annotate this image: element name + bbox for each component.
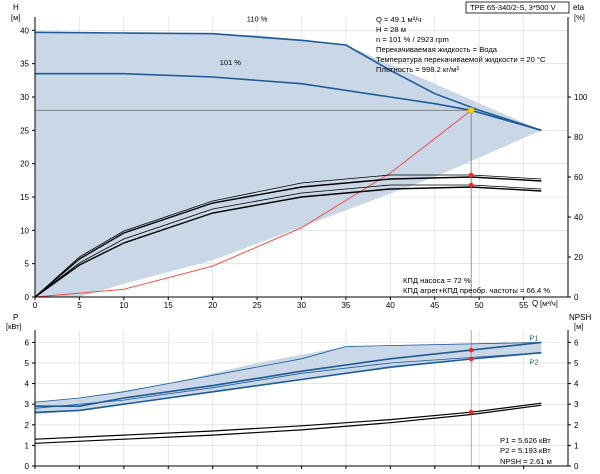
speed-curve <box>35 72 542 132</box>
y2-axis-unit-bottom: [м] <box>574 322 583 331</box>
edge-curve <box>34 352 542 409</box>
y-tick-label: 6 <box>25 338 30 347</box>
speed-curve <box>34 31 542 132</box>
x-tick-label: 45 <box>430 301 439 310</box>
annotation-liquid: Перекачиваемая жидкость = Вода <box>376 45 498 54</box>
y2-tick-label: 0 <box>574 462 579 471</box>
title-box <box>465 1 570 14</box>
annotation-h: H = 28 м <box>376 25 406 34</box>
operating-region-bottom <box>35 342 542 415</box>
y-axis-unit-top: [м] <box>11 13 20 22</box>
efficiency-curve <box>34 186 542 298</box>
y2-axis-label-top: eta <box>573 3 585 12</box>
y2-tick-label: 20 <box>574 253 583 262</box>
x-tick-label: 55 <box>519 301 528 310</box>
x-tick-label: 20 <box>208 301 217 310</box>
y2-tick-label: 1 <box>574 441 579 450</box>
y2-tick-label: 2 <box>574 421 579 430</box>
y-tick-label: 30 <box>20 93 29 102</box>
operating-region-top <box>35 32 542 298</box>
power-curve-label: P2 <box>529 358 538 367</box>
y-tick-label: 25 <box>20 126 29 135</box>
y-tick-label: 1 <box>25 441 30 450</box>
x-tick-label: 5 <box>77 301 82 310</box>
y2-tick-label: 100 <box>574 93 588 102</box>
y-tick-label: 0 <box>25 293 30 302</box>
y2-axis-label-bottom: NPSH <box>569 313 591 322</box>
power-marker <box>468 356 474 362</box>
bottom-axes: 0 1 2 3 4 5 6 0 1 2 3 4 5 6 <box>25 330 579 471</box>
efficiency-marker <box>468 182 474 188</box>
x-tick-label: 15 <box>164 301 173 310</box>
power-curve <box>35 341 542 407</box>
power-curve-label: P1 <box>529 333 538 342</box>
y-axis-label-top: H <box>13 3 19 12</box>
efficiency-curve <box>34 174 542 298</box>
power-curve <box>34 351 542 414</box>
y-tick-label: 3 <box>25 400 30 409</box>
annotation-npsh: NPSH = 2.61 м <box>500 457 552 466</box>
y-tick-label: 15 <box>20 193 29 202</box>
x-tick-label: 10 <box>119 301 128 310</box>
x-tick-label: 35 <box>341 301 350 310</box>
annotation-eta-total: КПД агрег+КПД преобр. частоты = 66.4 % <box>403 286 550 295</box>
edge-curve <box>34 342 542 403</box>
annotation-p1: P1 = 5.626 кВт <box>500 436 551 445</box>
x-tick-label: 30 <box>297 301 306 310</box>
y2-tick-label: 60 <box>574 173 583 182</box>
annotation-q: Q = 49.1 м³/ч <box>376 15 421 24</box>
system-curve <box>34 109 472 298</box>
y-axis-label-bottom: P <box>13 313 18 322</box>
y2-tick-label: 3 <box>574 400 579 409</box>
annotation-p2: P2 = 5.193 кВт <box>500 446 551 455</box>
efficiency-marker <box>468 172 474 178</box>
npsh-curve <box>34 404 542 444</box>
y-tick-label: 40 <box>20 26 29 35</box>
duty-point-markers <box>467 107 475 415</box>
y-axis-unit-bottom: [кВт] <box>6 322 22 331</box>
speed-curve-label: 110 % <box>247 15 268 24</box>
annotation-temp: Температура перекачиваемой жидкости = 20… <box>376 55 546 64</box>
y2-tick-label: 0 <box>574 293 579 302</box>
y-tick-label: 10 <box>20 226 29 235</box>
power-marker <box>468 409 474 415</box>
x-tick-label: 50 <box>475 301 484 310</box>
y2-axis-unit-top: [%] <box>574 13 585 22</box>
x-axis-label: Q <box>532 299 538 308</box>
power-marker <box>468 347 474 353</box>
y-tick-label: 5 <box>25 260 30 269</box>
top-axes: 0 5 10 15 20 25 30 35 40 0 20 40 60 80 100 0 5 10 15 20 25 30… <box>20 17 588 310</box>
y-tick-label: 2 <box>25 421 30 430</box>
x-tick-label: 25 <box>253 301 262 310</box>
efficiency-curve <box>34 176 542 298</box>
annotation-eta-pump: КПД насоса = 72 % <box>403 276 471 285</box>
y-tick-label: 0 <box>25 462 30 471</box>
y2-tick-label: 6 <box>574 338 579 347</box>
y-tick-label: 5 <box>25 359 30 368</box>
speed-curve-label: 101 % <box>220 58 242 67</box>
y-tick-label: 4 <box>25 380 30 389</box>
x-tick-label: 0 <box>33 301 38 310</box>
npsh-curve <box>34 402 542 440</box>
chart-title: TPE 65-340/2-S, 3*500 V <box>470 3 557 12</box>
x-tick-label: 40 <box>386 301 395 310</box>
duty-point <box>467 107 475 114</box>
annotation-n: n = 101 % / 2923 rpm <box>376 35 449 44</box>
efficiency-curve <box>34 184 542 298</box>
y2-tick-label: 4 <box>574 380 579 389</box>
annotation-density: Плотность = 998.2 кг/м³ <box>376 65 459 74</box>
top-series: 110 % 101 % <box>34 15 542 298</box>
y-tick-label: 35 <box>20 60 29 69</box>
x-axis-unit: [м³/ч] <box>540 299 558 308</box>
y2-tick-label: 80 <box>574 133 583 142</box>
y2-tick-label: 40 <box>574 213 583 222</box>
y2-tick-label: 5 <box>574 359 579 368</box>
y-tick-label: 20 <box>20 160 29 169</box>
